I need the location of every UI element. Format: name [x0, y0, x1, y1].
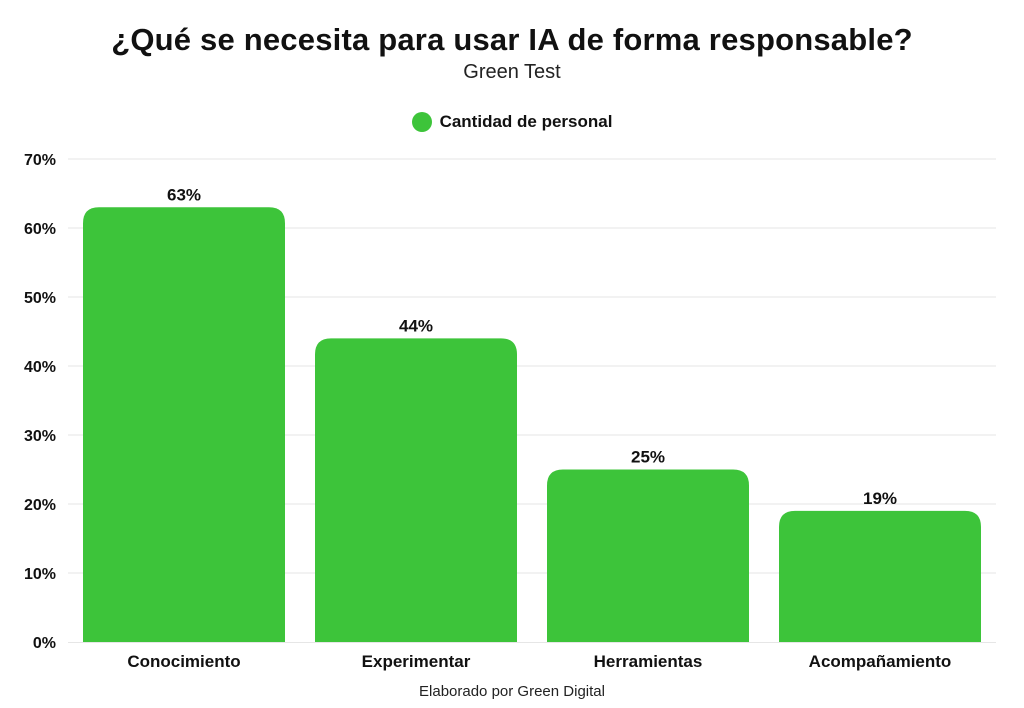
- bar: [779, 510, 981, 642]
- chart-title: ¿Qué se necesita para usar IA de forma r…: [111, 22, 913, 57]
- legend: Cantidad de personal: [0, 112, 1024, 132]
- y-tick-label: 60%: [24, 221, 56, 238]
- y-tick-label: 50%: [24, 290, 56, 307]
- chart-subtitle: Green Test: [463, 61, 561, 83]
- data-label: 63%: [167, 185, 201, 204]
- y-tick-label: 0%: [33, 635, 56, 652]
- bar: [83, 207, 285, 643]
- x-tick-label: Herramientas: [594, 652, 703, 671]
- x-tick-label: Acompañamiento: [809, 652, 952, 671]
- y-tick-label: 70%: [24, 152, 56, 169]
- footer-note: Elaborado por Green Digital: [419, 683, 605, 700]
- data-label: 25%: [631, 448, 665, 467]
- x-tick-label: Experimentar: [362, 652, 471, 671]
- bar: [315, 338, 517, 642]
- y-tick-label: 10%: [24, 566, 56, 583]
- y-tick-label: 20%: [24, 497, 56, 514]
- x-tick-label: Conocimiento: [127, 652, 240, 671]
- y-tick-label: 30%: [24, 428, 56, 445]
- y-tick-label: 40%: [24, 359, 56, 376]
- data-label: 19%: [863, 489, 897, 508]
- legend-label: Cantidad de personal: [439, 112, 613, 131]
- bar: [547, 469, 749, 642]
- legend-swatch: [411, 112, 432, 132]
- data-label: 44%: [399, 316, 433, 335]
